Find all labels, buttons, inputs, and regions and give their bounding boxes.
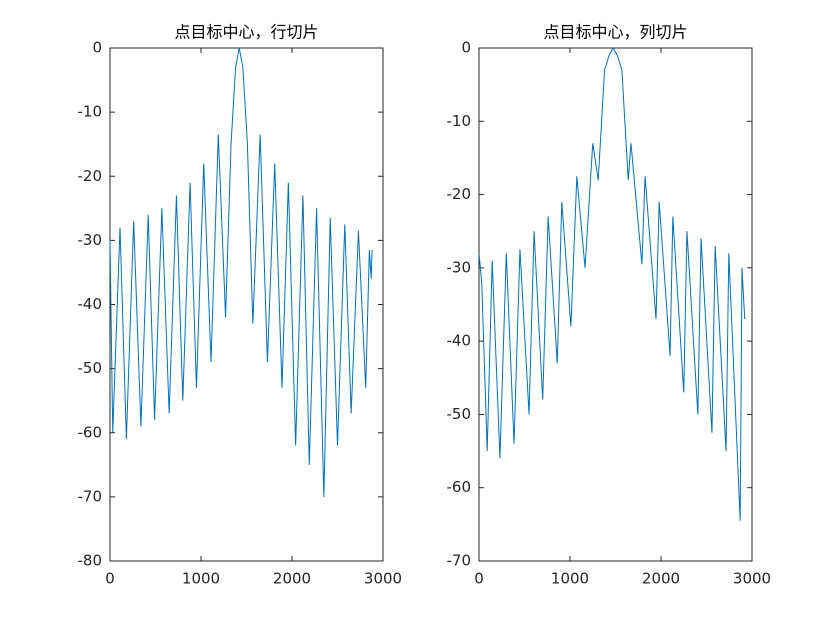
y-tick-label: -30 (78, 231, 103, 249)
y-tick-label: -50 (447, 405, 472, 423)
y-tick-label: -70 (447, 552, 472, 570)
y-tick-label: -50 (78, 359, 103, 377)
y-tick-label: -10 (447, 112, 472, 130)
y-tick-label: -40 (78, 295, 103, 313)
x-tick-label: 0 (105, 570, 115, 588)
y-tick-label: -20 (78, 167, 103, 185)
y-tick-label: -80 (78, 552, 103, 570)
y-tick-label: -60 (78, 423, 103, 441)
y-tick-label: 0 (461, 39, 471, 57)
data-line (109, 47, 373, 497)
y-tick-label: -30 (447, 258, 472, 276)
y-tick-label: -40 (447, 332, 472, 350)
chart-title: 点目标中心，行切片 (174, 23, 318, 42)
y-tick-label: -60 (447, 478, 472, 496)
x-tick-label: 0 (474, 570, 484, 588)
x-tick-label: 2000 (273, 570, 311, 588)
x-tick-label: 1000 (551, 570, 589, 588)
chart-title: 点目标中心，列切片 (543, 23, 687, 42)
y-tick-label: 0 (92, 39, 102, 57)
x-tick-label: 3000 (364, 570, 402, 588)
y-tick-label: -70 (78, 487, 103, 505)
x-tick-label: 3000 (733, 570, 771, 588)
x-tick-label: 1000 (182, 570, 220, 588)
x-tick-label: 2000 (642, 570, 680, 588)
y-tick-label: -10 (78, 103, 103, 121)
y-tick-label: -20 (447, 185, 472, 203)
data-line (478, 46, 746, 521)
axes-box (478, 47, 753, 562)
